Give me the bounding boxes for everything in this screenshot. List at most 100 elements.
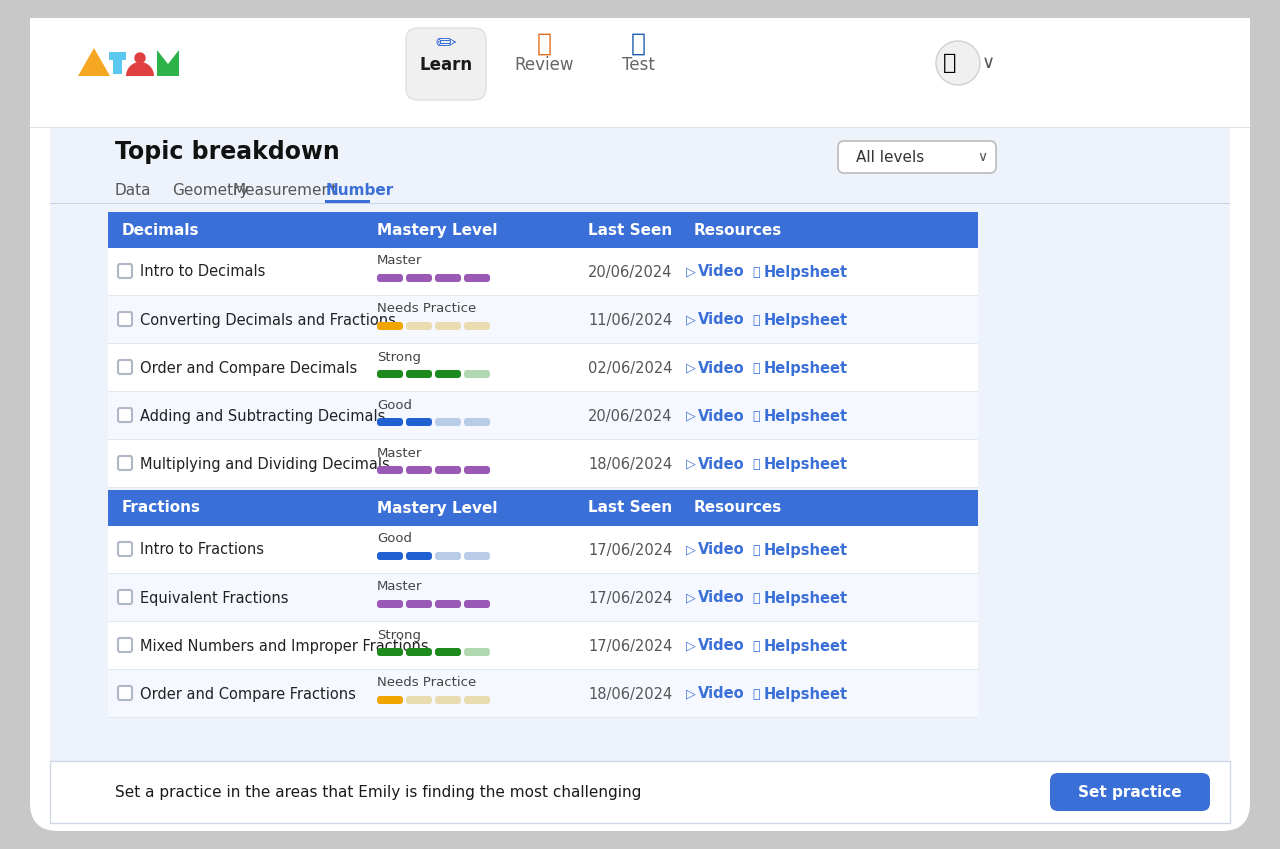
FancyBboxPatch shape	[435, 370, 461, 378]
Bar	[29, 18, 1251, 128]
FancyBboxPatch shape	[406, 274, 433, 282]
FancyBboxPatch shape	[465, 418, 490, 426]
Text: Helpsheet: Helpsheet	[764, 408, 849, 424]
Text: Helpsheet: Helpsheet	[764, 457, 849, 471]
Text: Fractions: Fractions	[122, 501, 201, 515]
Text: Video: Video	[698, 408, 745, 424]
Text: Video: Video	[698, 457, 745, 471]
FancyBboxPatch shape	[118, 312, 132, 326]
Text: 18/06/2024: 18/06/2024	[588, 687, 672, 701]
FancyBboxPatch shape	[435, 648, 461, 656]
Text: ∨: ∨	[982, 54, 995, 72]
Bar	[113, 52, 122, 74]
Text: Number: Number	[326, 183, 394, 198]
Text: Test: Test	[622, 56, 654, 74]
Text: Mastery Level: Mastery Level	[378, 501, 498, 515]
FancyBboxPatch shape	[435, 274, 461, 282]
Text: 🗒: 🗒	[753, 362, 759, 374]
Text: 🗒: 🗒	[753, 313, 759, 327]
Wedge shape	[125, 62, 154, 76]
Polygon shape	[157, 50, 179, 76]
Text: Video: Video	[698, 361, 745, 375]
FancyBboxPatch shape	[465, 600, 490, 608]
Text: 02/06/2024: 02/06/2024	[588, 361, 672, 375]
FancyBboxPatch shape	[378, 418, 403, 426]
Text: Helpsheet: Helpsheet	[764, 361, 849, 375]
Text: Strong: Strong	[378, 628, 421, 642]
Text: 17/06/2024: 17/06/2024	[588, 591, 672, 605]
Text: 🎓: 🎓	[631, 32, 645, 56]
Text: ▷: ▷	[686, 409, 695, 423]
FancyBboxPatch shape	[118, 456, 132, 470]
Text: 🗒: 🗒	[753, 639, 759, 653]
FancyBboxPatch shape	[118, 686, 132, 700]
Text: 📚: 📚	[536, 32, 552, 56]
FancyBboxPatch shape	[29, 18, 1251, 831]
FancyBboxPatch shape	[406, 696, 433, 704]
FancyBboxPatch shape	[378, 466, 403, 474]
Text: Review: Review	[515, 56, 573, 74]
Text: Order and Compare Fractions: Order and Compare Fractions	[140, 687, 356, 701]
Text: Video: Video	[698, 591, 745, 605]
Text: ▷: ▷	[686, 266, 695, 278]
Bar	[108, 573, 978, 574]
Text: Needs Practice: Needs Practice	[378, 677, 476, 689]
Text: Helpsheet: Helpsheet	[764, 687, 849, 701]
Text: Helpsheet: Helpsheet	[764, 543, 849, 558]
Text: Good: Good	[378, 532, 412, 546]
FancyBboxPatch shape	[118, 590, 132, 604]
FancyBboxPatch shape	[465, 466, 490, 474]
Text: Mixed Numbers and Improper Fractions: Mixed Numbers and Improper Fractions	[140, 638, 429, 654]
Bar	[108, 487, 978, 488]
Text: 🗒: 🗒	[753, 688, 759, 700]
Text: 👤: 👤	[943, 53, 956, 73]
Text: 17/06/2024: 17/06/2024	[588, 543, 672, 558]
FancyBboxPatch shape	[406, 418, 433, 426]
FancyBboxPatch shape	[1050, 773, 1210, 811]
Bar	[108, 344, 978, 392]
FancyBboxPatch shape	[118, 264, 132, 278]
Text: 🗒: 🗒	[753, 458, 759, 470]
Text: Needs Practice: Needs Practice	[378, 302, 476, 316]
Text: Video: Video	[698, 687, 745, 701]
Text: 🗒: 🗒	[753, 543, 759, 556]
Bar	[108, 669, 978, 670]
FancyBboxPatch shape	[838, 141, 996, 173]
Bar	[325, 200, 370, 203]
FancyBboxPatch shape	[465, 552, 490, 560]
Text: Multiplying and Dividing Decimals: Multiplying and Dividing Decimals	[140, 457, 389, 471]
FancyBboxPatch shape	[465, 696, 490, 704]
FancyBboxPatch shape	[378, 322, 403, 330]
Text: ▷: ▷	[686, 543, 695, 556]
FancyBboxPatch shape	[406, 552, 433, 560]
FancyBboxPatch shape	[435, 696, 461, 704]
Text: 20/06/2024: 20/06/2024	[588, 408, 672, 424]
Text: Intro to Fractions: Intro to Fractions	[140, 543, 264, 558]
Text: Set practice: Set practice	[1078, 784, 1181, 800]
Bar	[108, 296, 978, 344]
Text: Last Seen: Last Seen	[588, 222, 672, 238]
Text: Decimals: Decimals	[122, 222, 200, 238]
FancyBboxPatch shape	[406, 322, 433, 330]
Text: ✏: ✏	[435, 32, 457, 56]
Bar	[108, 621, 978, 622]
Text: Video: Video	[698, 638, 745, 654]
FancyBboxPatch shape	[108, 490, 978, 526]
Text: Measurement: Measurement	[232, 183, 337, 198]
Circle shape	[134, 53, 145, 63]
FancyBboxPatch shape	[465, 648, 490, 656]
FancyBboxPatch shape	[378, 274, 403, 282]
Text: 11/06/2024: 11/06/2024	[588, 312, 672, 328]
Text: Helpsheet: Helpsheet	[764, 312, 849, 328]
FancyBboxPatch shape	[406, 466, 433, 474]
FancyBboxPatch shape	[118, 542, 132, 556]
Bar	[108, 717, 978, 718]
Text: Mastery Level: Mastery Level	[378, 222, 498, 238]
FancyBboxPatch shape	[406, 648, 433, 656]
Text: Intro to Decimals: Intro to Decimals	[140, 265, 265, 279]
Text: ▷: ▷	[686, 592, 695, 604]
Text: Master: Master	[378, 581, 422, 593]
FancyBboxPatch shape	[118, 638, 132, 652]
Text: Helpsheet: Helpsheet	[764, 638, 849, 654]
Text: Good: Good	[378, 398, 412, 412]
